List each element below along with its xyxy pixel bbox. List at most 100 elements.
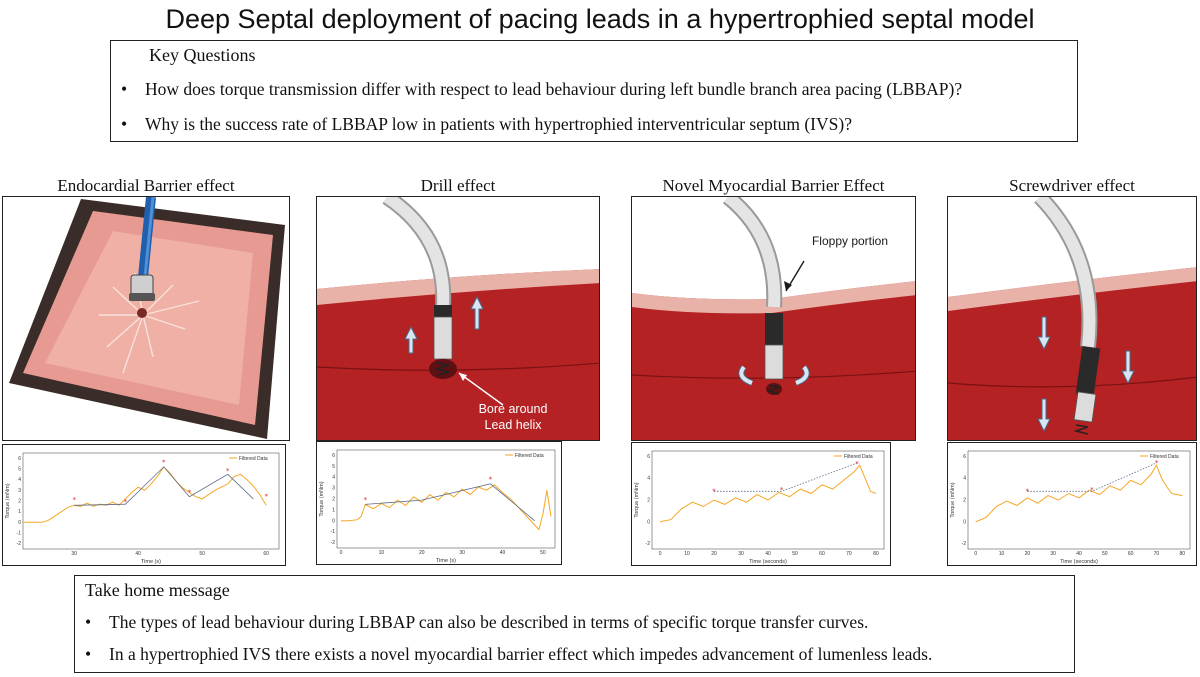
take-home-text: The types of lead behaviour during LBBAP… [109, 612, 869, 632]
x-tick-label: 60 [263, 551, 269, 557]
peak-marker: * [855, 460, 859, 468]
y-tick-label: -2 [17, 541, 22, 547]
x-axis-label: Time (seconds) [749, 559, 787, 565]
peak-marker: * [1026, 487, 1030, 495]
panel-label-drill: Drill effect [420, 176, 496, 195]
x-tick-label: 60 [1128, 551, 1134, 557]
take-home-item: • In a hypertrophied IVS there exists a n… [85, 644, 932, 665]
y-axis-label: Torque (mNm) [5, 483, 11, 518]
down-arrow-icon [1037, 316, 1051, 351]
trend-line [74, 466, 254, 506]
bullet: • [121, 79, 128, 99]
y-tick-label: -2 [962, 541, 967, 547]
legend-label: Filtered Data [1150, 454, 1179, 460]
x-tick-label: 40 [765, 551, 771, 557]
y-tick-label: 1 [18, 509, 21, 515]
bullet: • [85, 612, 92, 632]
myocardial-barrier-image: Floppy portion [631, 196, 916, 441]
panel-label-myocardial: Novel Myocardial Barrier Effect [662, 176, 885, 195]
take-home-heading: Take home message [85, 580, 230, 600]
x-tick-label: 40 [500, 550, 506, 556]
peak-marker: * [489, 475, 493, 483]
trend-line [365, 483, 536, 522]
y-tick-label: -1 [331, 529, 336, 535]
x-axis-label: Time (s) [436, 558, 456, 564]
y-tick-label: -2 [646, 541, 651, 547]
bullet: • [85, 644, 92, 664]
y-tick-label: 4 [963, 476, 966, 482]
panel-label-endocardial: Endocardial Barrier effect [57, 176, 235, 195]
y-tick-label: 2 [18, 499, 21, 505]
x-axis-label: Time (s) [141, 559, 161, 565]
y-tick-label: 0 [18, 520, 21, 526]
screwdriver-effect-image [947, 196, 1197, 441]
y-tick-label: 6 [963, 454, 966, 460]
legend-label: Filtered Data [239, 456, 268, 462]
y-tick-label: -2 [331, 540, 336, 546]
take-home-box: Take home message • The types of lead beh… [74, 575, 1075, 673]
y-tick-label: 6 [647, 454, 650, 460]
y-tick-label: 3 [18, 488, 21, 494]
plot-frame [967, 450, 1191, 550]
x-tick-label: 20 [711, 551, 717, 557]
down-arrow-icon [1037, 398, 1051, 433]
peak-marker: * [1155, 459, 1159, 467]
x-tick-label: 50 [540, 550, 546, 556]
torque-chart-myocardial: 0 10 20 30 40 50 60 70 80 -2 0 2 4 6 Time (seconds) Tor… [631, 442, 891, 566]
y-tick-label: 5 [332, 464, 335, 470]
peak-marker: * [226, 467, 230, 475]
x-tick-label: 50 [1102, 551, 1108, 557]
y-tick-label: 0 [647, 519, 650, 525]
peak-marker: * [712, 487, 716, 495]
peak-marker: * [188, 488, 192, 496]
x-tick-label: 60 [819, 551, 825, 557]
key-question-item: • How does torque transmission differ wit… [121, 79, 962, 100]
y-tick-label: 2 [963, 498, 966, 504]
series-line-filtered-data [23, 466, 267, 523]
key-question-text: How does torque transmission differ with… [145, 79, 963, 99]
take-home-text: In a hypertrophied IVS there exists a no… [109, 644, 933, 664]
x-tick-label: 10 [684, 551, 690, 557]
series-line-filtered-data [660, 464, 877, 523]
y-tick-label: 0 [332, 518, 335, 524]
peak-marker: * [1090, 486, 1094, 494]
page-title: Deep Septal deployment of pacing leads i… [165, 4, 1035, 34]
y-tick-label: 0 [963, 519, 966, 525]
x-tick-label: 10 [999, 551, 1005, 557]
y-tick-label: 4 [647, 476, 650, 482]
peak-marker: * [162, 459, 166, 467]
y-axis-label: Torque (mNm) [319, 481, 325, 516]
take-home-item: • The types of lead behaviour during LBBA… [85, 612, 868, 633]
x-tick-label: 40 [135, 551, 141, 557]
x-tick-label: 0 [659, 551, 662, 557]
y-tick-label: 5 [18, 467, 21, 473]
y-tick-label: 1 [332, 507, 335, 513]
panel-label-screwdriver: Screwdriver effect [1009, 176, 1135, 195]
x-tick-label: 10 [379, 550, 385, 556]
torque-chart-endocardial: 30 40 50 60 -2 -1 0 1 2 3 4 5 6 Time (s) Torque (mNm) *… [2, 444, 286, 566]
down-arrow-icon [1121, 350, 1135, 385]
drill-effect-image: Bore around Lead helix [316, 196, 600, 441]
y-tick-label: 6 [18, 456, 21, 462]
plot-frame [22, 452, 280, 550]
y-axis-label: Torque (mNm) [634, 482, 640, 517]
rotation-right-arrow-icon [794, 365, 810, 386]
x-tick-label: 30 [1050, 551, 1056, 557]
x-tick-label: 50 [199, 551, 205, 557]
callout-floppy-portion: Floppy portion [812, 234, 888, 248]
up-arrow-icon [470, 295, 484, 330]
endocardial-barrier-image [2, 196, 290, 441]
peak-marker: * [72, 496, 76, 504]
x-tick-label: 0 [340, 550, 343, 556]
peak-marker: * [124, 498, 128, 506]
x-tick-label: 30 [459, 550, 465, 556]
key-questions-box: Key Questions • How does torque transmiss… [110, 40, 1078, 142]
callout-lead-helix: Lead helix [485, 418, 543, 432]
x-tick-label: 20 [419, 550, 425, 556]
x-tick-label: 80 [1179, 551, 1185, 557]
peak-marker: * [780, 486, 784, 494]
key-questions-heading: Key Questions [149, 45, 256, 65]
legend-label: Filtered Data [515, 453, 544, 459]
y-tick-label: 6 [332, 453, 335, 459]
x-tick-label: 70 [846, 551, 852, 557]
